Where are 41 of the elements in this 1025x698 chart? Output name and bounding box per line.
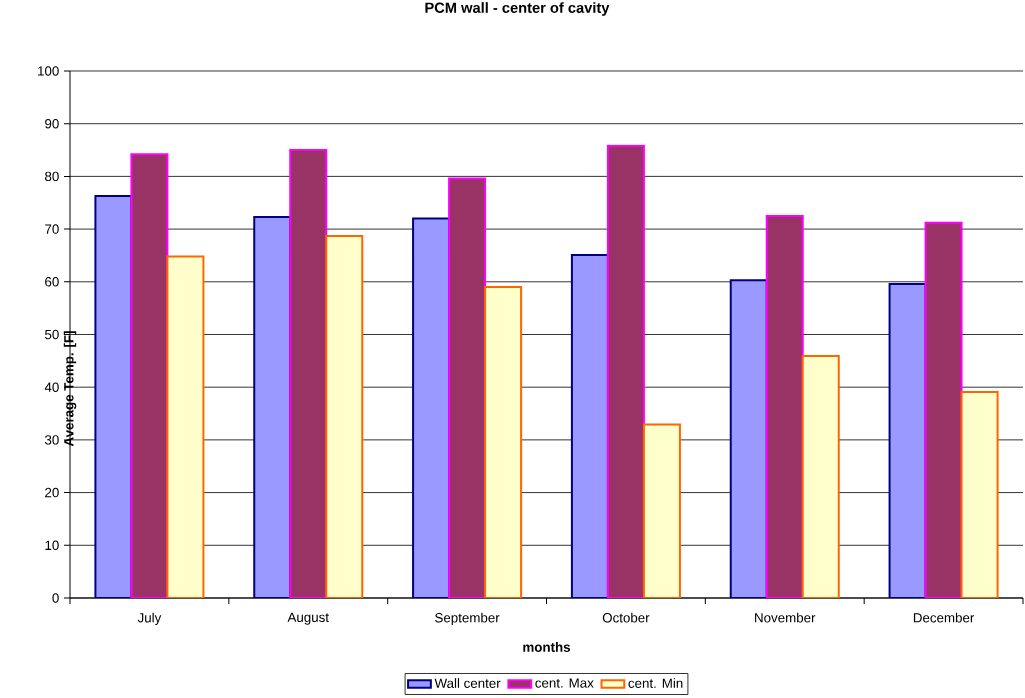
bar	[484, 286, 523, 598]
y-tick-label: 80	[45, 171, 59, 182]
bar	[130, 153, 169, 598]
bar	[412, 217, 451, 598]
bar	[765, 214, 804, 598]
bar	[570, 253, 609, 598]
bar	[325, 234, 364, 598]
y-tick-label: 10	[45, 540, 59, 550]
y-tick-label: 40	[44, 382, 59, 392]
bar	[448, 177, 487, 598]
bar	[801, 355, 840, 598]
bar	[289, 149, 328, 598]
y-tick-label: 50	[45, 329, 59, 340]
x-tick-label: August	[287, 612, 329, 625]
x-tick-label: December	[913, 612, 975, 623]
y-tick-label: 60	[45, 277, 59, 287]
x-tick-label: July	[137, 612, 162, 626]
x-tick-label: October	[602, 612, 650, 623]
bar	[253, 215, 292, 598]
y-tick-label: 20	[45, 487, 59, 498]
x-axis-title: months	[523, 642, 571, 652]
bar	[960, 390, 999, 598]
y-axis-title: Average Temp. [F]	[63, 331, 77, 447]
x-tick-label: September	[435, 612, 500, 626]
y-tick-label: 70	[45, 224, 59, 234]
bar	[642, 423, 681, 598]
chart-title: PCM wall - center of cavity	[425, 2, 610, 16]
bar	[888, 282, 927, 598]
y-tick-label: 30	[44, 435, 59, 445]
bar	[924, 221, 963, 598]
y-tick-label: 0	[52, 593, 59, 603]
bar	[729, 279, 768, 598]
y-tick-label: 90	[45, 118, 59, 129]
x-tick-label: November	[755, 612, 816, 623]
bar	[606, 144, 645, 598]
legend-label: Wall center	[434, 678, 501, 688]
legend-label: cent. Max	[535, 678, 594, 688]
y-tick-label: 100	[38, 66, 59, 76]
bar	[166, 255, 205, 598]
bar	[94, 194, 133, 598]
legend-label: cent. Min	[628, 678, 683, 688]
